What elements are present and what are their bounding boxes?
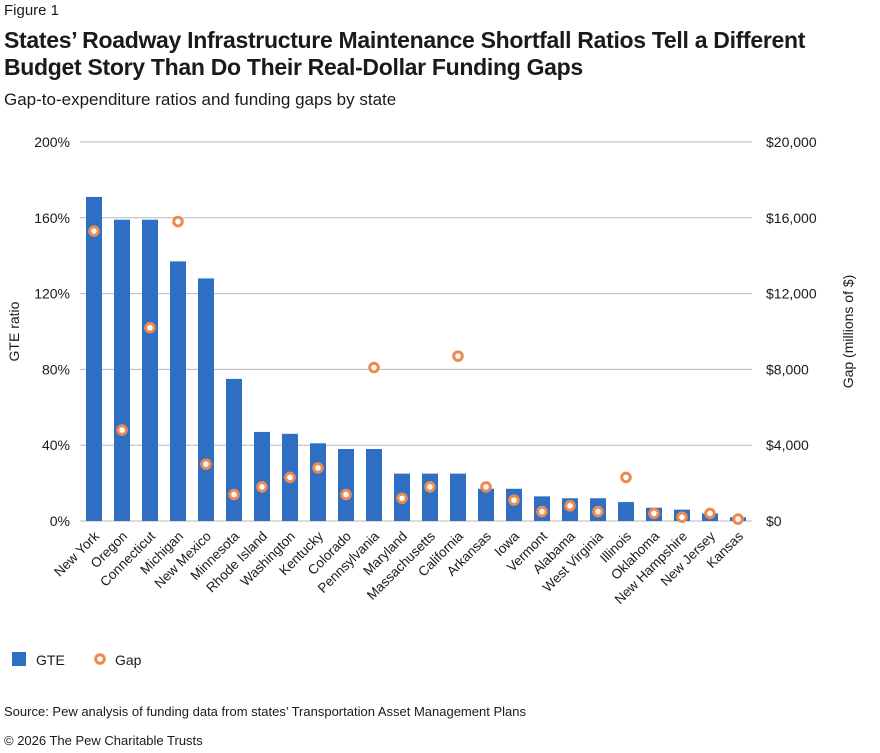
gap-marker — [256, 481, 268, 493]
gridlines — [80, 141, 752, 522]
gap-marker — [480, 481, 492, 493]
left-tick-label: 160% — [34, 210, 70, 226]
gap-marker — [368, 361, 380, 374]
left-tick-label: 120% — [34, 286, 70, 302]
gap-marker — [116, 424, 128, 436]
gte-bar — [114, 219, 130, 521]
gap-marker — [200, 458, 212, 470]
figure-label: Figure 1 — [4, 2, 60, 19]
right-tick-label: $20,000 — [766, 134, 817, 150]
gte-bar — [198, 278, 214, 521]
left-tick-label: 80% — [42, 361, 70, 377]
legend-gte-label: GTE — [36, 652, 65, 668]
right-axis-ticks: $0 $4,000 $8,000 $12,000 $16,000 $20,000 — [766, 134, 817, 529]
legend-gte-swatch — [12, 652, 26, 666]
gap-marker — [340, 488, 352, 501]
gte-bar — [450, 473, 466, 521]
gte-bars — [86, 196, 746, 521]
chart-subtitle: Gap-to-expenditure ratios and funding ga… — [4, 90, 397, 109]
left-axis-ticks: 0% 40% 80% 120% 160% 200% — [34, 134, 70, 529]
gap-marker — [452, 350, 464, 362]
right-tick-label: $0 — [766, 513, 782, 529]
legend-gap-label: Gap — [115, 652, 142, 668]
gap-marker — [676, 511, 688, 524]
gap-marker — [396, 492, 408, 505]
source-note: Source: Pew analysis of funding data fro… — [4, 704, 526, 719]
left-tick-label: 200% — [34, 134, 70, 150]
right-tick-label: $4,000 — [766, 437, 809, 453]
gte-bar — [310, 443, 326, 521]
gte-bar — [226, 378, 242, 521]
gap-marker — [88, 225, 100, 237]
gap-marker — [172, 215, 184, 228]
gte-bar — [366, 448, 382, 521]
right-tick-label: $8,000 — [766, 361, 809, 377]
gap-marker — [564, 500, 576, 512]
gap-marker — [228, 488, 240, 501]
gap-marker — [424, 481, 436, 493]
gte-bar — [86, 196, 102, 521]
gap-marker — [732, 513, 744, 525]
gte-bar — [422, 473, 438, 521]
gte-bar — [254, 431, 270, 521]
gte-bar — [618, 502, 634, 521]
right-tick-label: $16,000 — [766, 210, 817, 226]
gap-marker — [312, 462, 324, 474]
gap-marker — [704, 507, 716, 520]
gap-marker — [592, 505, 604, 518]
left-tick-label: 0% — [50, 513, 70, 529]
gap-marker — [284, 471, 296, 484]
gap-marker — [144, 321, 156, 334]
gte-bar — [338, 448, 354, 521]
gap-marker — [648, 507, 660, 520]
right-tick-label: $12,000 — [766, 286, 817, 302]
chart-canvas: 0% 40% 80% 120% 160% 200% $0 $4,000 $8,000 $12,0… — [6, 134, 856, 668]
gte-bar — [478, 488, 494, 521]
gte-bar — [170, 261, 186, 521]
legend-gap-swatch — [94, 653, 106, 665]
right-axis-title: Gap (millions of $) — [840, 275, 856, 389]
gap-marker — [536, 505, 548, 518]
legend: GTE Gap — [12, 652, 142, 668]
left-axis-title: GTE ratio — [6, 301, 22, 361]
gap-markers — [88, 215, 744, 525]
copyright-note: © 2026 The Pew Charitable Trusts — [4, 733, 203, 748]
gap-marker — [620, 471, 632, 484]
gap-marker — [508, 494, 520, 506]
left-tick-label: 40% — [42, 437, 70, 453]
gte-bar — [142, 219, 158, 521]
chart-title: States’ Roadway Infrastructure Maintenan… — [4, 27, 806, 80]
